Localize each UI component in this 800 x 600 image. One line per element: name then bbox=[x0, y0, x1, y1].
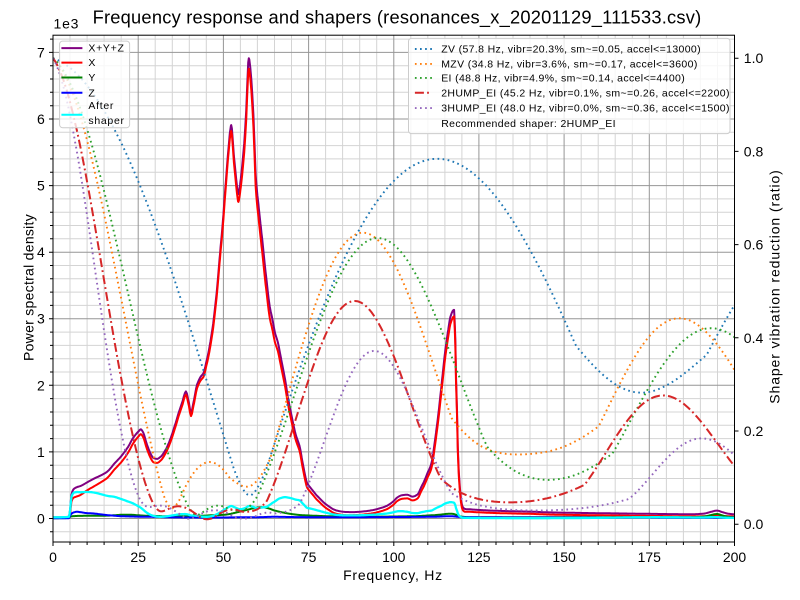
svg-text:1.0: 1.0 bbox=[744, 50, 764, 66]
svg-text:0.0: 0.0 bbox=[744, 516, 764, 532]
svg-text:200: 200 bbox=[723, 549, 747, 565]
svg-text:3: 3 bbox=[37, 311, 45, 327]
svg-text:X+Y+Z: X+Y+Z bbox=[88, 43, 124, 55]
svg-text:Power spectral density: Power spectral density bbox=[21, 214, 37, 361]
svg-text:7: 7 bbox=[37, 44, 45, 60]
svg-text:150: 150 bbox=[552, 549, 576, 565]
svg-text:75: 75 bbox=[301, 549, 317, 565]
svg-text:0: 0 bbox=[37, 511, 45, 527]
svg-text:Frequency response and shapers: Frequency response and shapers (resonanc… bbox=[93, 7, 702, 29]
svg-text:0.8: 0.8 bbox=[744, 143, 764, 159]
svg-text:EI (48.8 Hz, vibr=4.9%, sm~=0.: EI (48.8 Hz, vibr=4.9%, sm~=0.14, accel<… bbox=[441, 73, 685, 85]
svg-text:MZV (34.8 Hz, vibr=3.6%, sm~=0: MZV (34.8 Hz, vibr=3.6%, sm~=0.17, accel… bbox=[441, 59, 698, 71]
svg-text:0: 0 bbox=[49, 549, 57, 565]
svg-text:shaper: shaper bbox=[88, 115, 124, 127]
svg-text:2HUMP_EI (45.2 Hz, vibr=0.1%,: 2HUMP_EI (45.2 Hz, vibr=0.1%, sm~=0.26, … bbox=[441, 87, 730, 99]
svg-text:ZV (57.8 Hz, vibr=20.3%, sm~=0: ZV (57.8 Hz, vibr=20.3%, sm~=0.05, accel… bbox=[441, 44, 701, 56]
svg-text:0.4: 0.4 bbox=[744, 330, 764, 346]
svg-text:100: 100 bbox=[382, 549, 406, 565]
svg-text:Frequency, Hz: Frequency, Hz bbox=[343, 567, 443, 583]
svg-text:0.2: 0.2 bbox=[744, 423, 764, 439]
svg-text:175: 175 bbox=[638, 549, 662, 565]
svg-text:Shaper vibration reduction (ra: Shaper vibration reduction (ratio) bbox=[767, 169, 783, 403]
svg-text:Recommended shaper: 2HUMP_EI: Recommended shaper: 2HUMP_EI bbox=[441, 118, 616, 130]
svg-text:1: 1 bbox=[37, 444, 45, 460]
svg-text:0.6: 0.6 bbox=[744, 237, 764, 253]
svg-text:2: 2 bbox=[37, 377, 45, 393]
svg-text:After: After bbox=[88, 100, 114, 112]
svg-text:50: 50 bbox=[216, 549, 232, 565]
svg-text:125: 125 bbox=[467, 549, 491, 565]
svg-text:25: 25 bbox=[130, 549, 146, 565]
svg-text:4: 4 bbox=[37, 244, 45, 260]
svg-text:6: 6 bbox=[37, 111, 45, 127]
svg-text:3HUMP_EI (48.0 Hz, vibr=0.0%,: 3HUMP_EI (48.0 Hz, vibr=0.0%, sm~=0.36, … bbox=[441, 103, 730, 115]
svg-text:5: 5 bbox=[37, 178, 45, 194]
svg-text:Z: Z bbox=[88, 87, 95, 99]
svg-text:1e3: 1e3 bbox=[54, 16, 80, 32]
svg-text:X: X bbox=[88, 57, 96, 69]
svg-text:Y: Y bbox=[88, 72, 96, 84]
